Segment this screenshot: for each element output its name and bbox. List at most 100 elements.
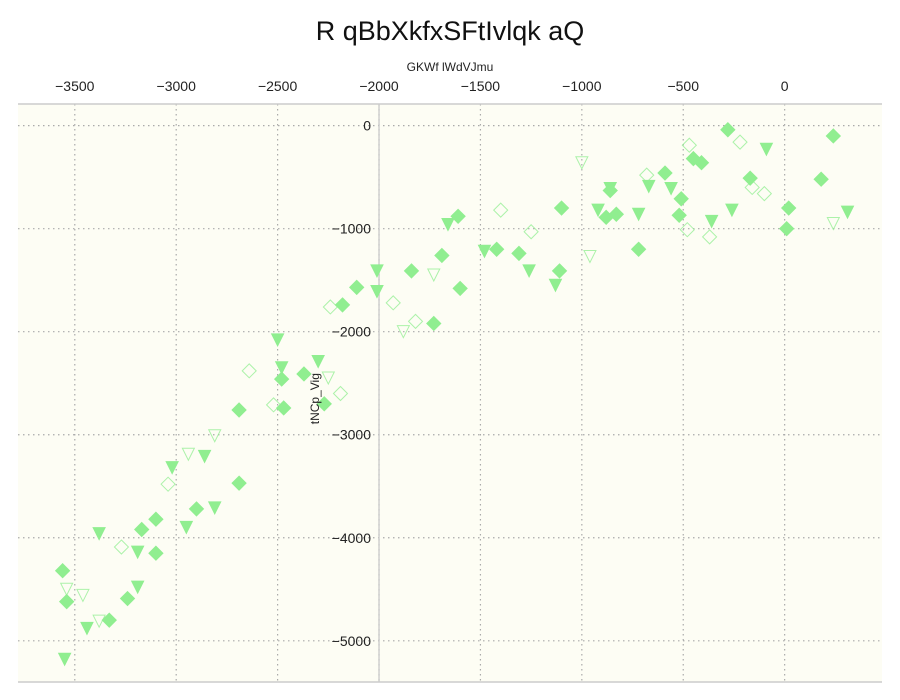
data-point [334,297,351,313]
data-point [403,263,420,279]
data-point [188,501,205,517]
data-point [701,229,718,245]
x-tick-label: −3500 [55,78,95,94]
data-point [92,527,106,541]
data-point [332,385,349,402]
data-point [732,134,748,150]
data-point [434,247,450,264]
x-tick-label: −3000 [157,78,197,94]
y-axis-label: tNCp_Vig [308,373,322,424]
data-point [426,315,442,332]
y-tick-labels: 0 −1000 −2000 −3000 −4000 −5000 [332,118,372,649]
data-point [813,171,829,187]
data-point [296,366,312,382]
data-point [477,244,492,259]
data-point [551,263,568,279]
data-point [657,165,673,181]
chart-title: R qBbXkfxSFtIvlqk aQ [316,16,585,46]
data-points [54,122,855,667]
data-point [76,588,90,603]
data-point [134,521,150,538]
data-point [231,475,247,491]
data-point [113,539,130,555]
data-point [575,156,589,170]
y-tick-label: −4000 [332,530,372,546]
data-point [591,203,605,218]
x-axis-label: GKWf lWdVJmu [407,60,494,74]
data-point [720,122,736,138]
data-point [840,205,855,220]
data-point [492,202,509,218]
y-tick-label: −3000 [332,427,372,443]
data-point [311,355,325,369]
data-point [744,179,760,196]
data-point [241,363,257,379]
data-point [511,245,527,262]
data-point [631,207,646,222]
data-point [179,520,194,535]
data-point [270,333,285,348]
x-tick-label: −2500 [258,78,298,94]
y-tick-label: 0 [363,118,371,134]
data-point [231,402,247,418]
data-point [759,142,774,157]
data-point [275,400,292,416]
data-point [548,278,563,293]
data-point [181,447,196,462]
data-point [671,207,687,223]
data-point [160,476,176,492]
data-point [488,241,505,257]
data-point [452,280,468,297]
data-point [725,203,739,218]
data-point [316,396,332,412]
data-point [370,284,384,299]
x-tick-label: −2000 [359,78,399,94]
data-point [59,582,74,597]
data-point [348,279,365,296]
x-tick-label: −1000 [562,78,602,94]
y-tick-label: −2000 [332,324,372,340]
data-point [826,216,841,231]
data-point [603,181,618,196]
data-point [165,461,179,475]
data-point [664,181,678,196]
data-point [130,580,145,595]
x-tick-label: 0 [781,78,789,94]
data-point [522,264,536,278]
data-point [679,221,696,238]
x-tick-label: −1500 [461,78,501,94]
data-point [322,299,339,315]
data-point [780,200,797,216]
data-point [523,224,539,240]
data-point [673,191,689,207]
data-point [273,371,290,387]
plot-background [18,104,882,682]
data-point [756,185,773,202]
data-point [396,325,411,339]
data-point [130,545,145,560]
data-point [778,220,795,237]
data-point [207,501,222,515]
data-point [119,590,136,607]
data-point [148,511,164,527]
data-point [148,545,164,561]
y-tick-label: −1000 [332,221,372,237]
data-point [553,200,570,216]
data-point [630,241,647,257]
data-point [704,214,719,229]
data-point [197,449,212,464]
x-tick-labels: −3500 −3000 −2500 −2000 −1500 −1000 −500 0 [55,78,789,94]
data-point [385,295,401,311]
data-point [693,155,710,171]
data-point [639,167,655,183]
data-point [321,371,336,386]
data-point [274,361,289,375]
data-point [92,614,106,629]
data-point [583,249,597,264]
data-point [370,264,384,278]
data-point [450,208,466,225]
data-point [57,652,72,667]
data-point [608,206,625,222]
x-tick-label: −500 [667,78,699,94]
